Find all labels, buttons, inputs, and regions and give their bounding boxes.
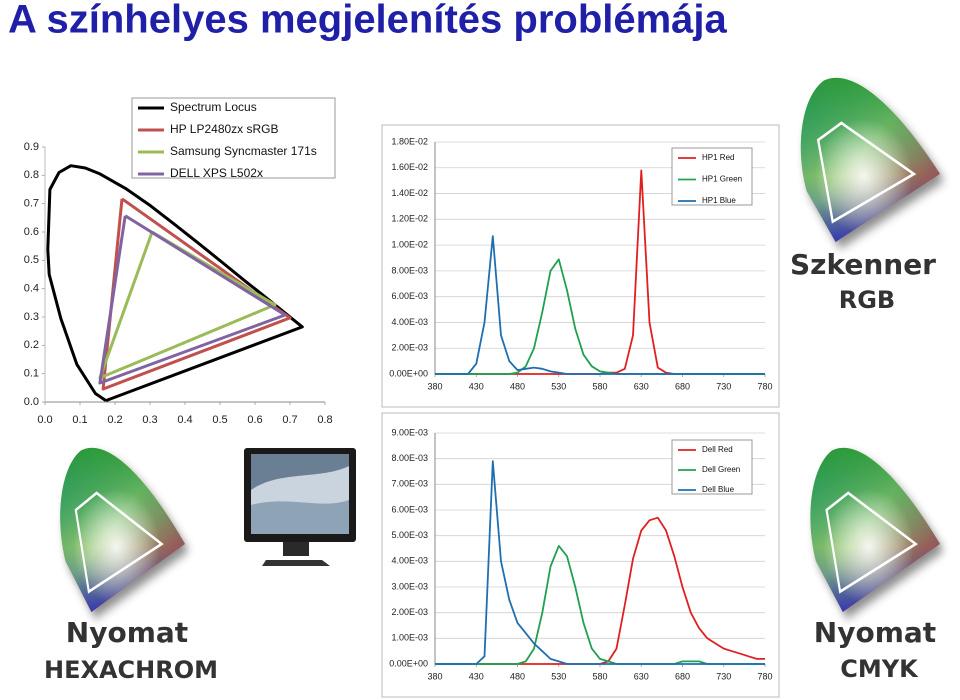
caption: RGB (839, 286, 895, 314)
monitor-image (244, 448, 356, 566)
y-tick-label: 1.00E-02 (391, 239, 428, 249)
legend-box (671, 439, 753, 495)
legend-label: Spectrum Locus (170, 100, 257, 114)
y-tick-label: 2.00E-03 (391, 343, 428, 353)
y-tick-label: 3.00E-03 (391, 581, 428, 591)
series-line (435, 460, 765, 665)
x-tick-label: 0.7 (282, 414, 297, 426)
y-tick-label: 1.40E-02 (391, 188, 428, 198)
x-tick-label: 580 (592, 671, 607, 681)
y-tick-label: 0.8 (24, 169, 39, 181)
y-tick-label: 0.5 (24, 254, 39, 266)
x-tick-label: 480 (510, 671, 525, 681)
x-tick-label: 0.1 (72, 414, 87, 426)
series-line (98, 214, 287, 385)
x-tick-label: 530 (551, 381, 566, 391)
legend-label: HP1 Green (702, 175, 742, 184)
x-tick-label: 0.6 (247, 414, 262, 426)
legend-label: Dell Green (702, 465, 740, 474)
caption: HEXACHROM (44, 656, 218, 684)
y-tick-label: 8.00E-03 (391, 265, 428, 275)
x-tick-label: 380 (427, 381, 442, 391)
x-tick-label: 0.4 (177, 414, 192, 426)
y-tick-label: 0.2 (24, 339, 39, 351)
legend-label: HP1 Blue (702, 196, 736, 205)
y-tick-label: 9.00E-03 (391, 427, 428, 437)
y-tick-label: 6.00E-03 (391, 504, 428, 514)
x-tick-label: 430 (469, 671, 484, 681)
y-tick-label: 2.00E-03 (391, 607, 428, 617)
legend-label: DELL XPS L502x (170, 166, 263, 180)
series-line (46, 164, 304, 403)
y-tick-label: 4.00E-03 (391, 317, 428, 327)
x-tick-label: 480 (510, 381, 525, 391)
x-tick-label: 0.3 (142, 414, 157, 426)
caption: Nyomat (814, 616, 936, 649)
y-tick-label: 4.00E-03 (391, 556, 428, 566)
y-tick-label: 5.00E-03 (391, 530, 428, 540)
gamut-image (810, 448, 940, 612)
y-tick-label: 1.20E-02 (391, 214, 428, 224)
y-tick-label: 0.00E+00 (389, 368, 428, 378)
y-tick-label: 0.4 (24, 283, 39, 295)
x-tick-label: 430 (469, 381, 484, 391)
caption: Nyomat (66, 616, 188, 649)
legend: HP1 Red HP1 Green HP1 Blue (671, 147, 753, 206)
x-tick-label: 380 (427, 671, 442, 681)
y-tick-label: 0.7 (24, 198, 39, 210)
x-tick-label: 580 (592, 381, 607, 391)
x-tick-label: 630 (634, 671, 649, 681)
gamut-image (60, 448, 185, 612)
caption: CMYK (840, 655, 919, 683)
legend-label: Dell Red (702, 445, 733, 454)
legend: Dell Red Dell Green Dell Blue (671, 439, 753, 495)
legend: Spectrum Locus HP LP2480zx sRGB Samsung Sy… (131, 97, 336, 180)
y-tick-label: 7.00E-03 (391, 479, 428, 489)
x-tick-label: 530 (551, 671, 566, 681)
x-tick-label: 730 (716, 671, 731, 681)
y-tick-label: 0.9 (24, 141, 39, 153)
x-tick-label: 630 (634, 381, 649, 391)
x-tick-label: 0.0 (37, 414, 52, 426)
y-tick-label: 8.00E-03 (391, 453, 428, 463)
legend-label: HP1 Red (702, 153, 734, 162)
y-tick-label: 6.00E-03 (391, 291, 428, 301)
x-tick-label: 680 (675, 381, 690, 391)
x-tick-label: 0.2 (107, 414, 122, 426)
y-tick-label: 1.80E-02 (391, 136, 428, 146)
y-tick-label: 1.60E-02 (391, 162, 428, 172)
legend-label: Dell Blue (702, 485, 735, 494)
legend-label: HP LP2480zx sRGB (170, 122, 279, 136)
x-tick-label: 0.5 (212, 414, 227, 426)
legend-label: Samsung Syncmaster 171s (170, 144, 317, 158)
y-tick-label: 0.3 (24, 311, 39, 323)
gamut-image (801, 78, 940, 242)
y-tick-label: 0.1 (24, 368, 39, 380)
x-tick-label: 680 (675, 671, 690, 681)
series-line (98, 230, 277, 380)
series-line (435, 235, 765, 375)
y-tick-label: 0.0 (24, 396, 39, 408)
x-tick-label: 780 (757, 671, 772, 681)
caption: Szkenner (790, 248, 936, 281)
x-tick-label: 730 (716, 381, 731, 391)
x-tick-label: 780 (757, 381, 772, 391)
y-tick-label: 1.00E-03 (391, 633, 428, 643)
slide-title: A színhelyes megjelenítés problémája (8, 0, 728, 42)
legend-box (131, 97, 336, 179)
x-tick-label: 0.8 (317, 414, 332, 426)
y-tick-label: 0.6 (24, 226, 39, 238)
y-tick-label: 0.00E+00 (389, 658, 428, 668)
